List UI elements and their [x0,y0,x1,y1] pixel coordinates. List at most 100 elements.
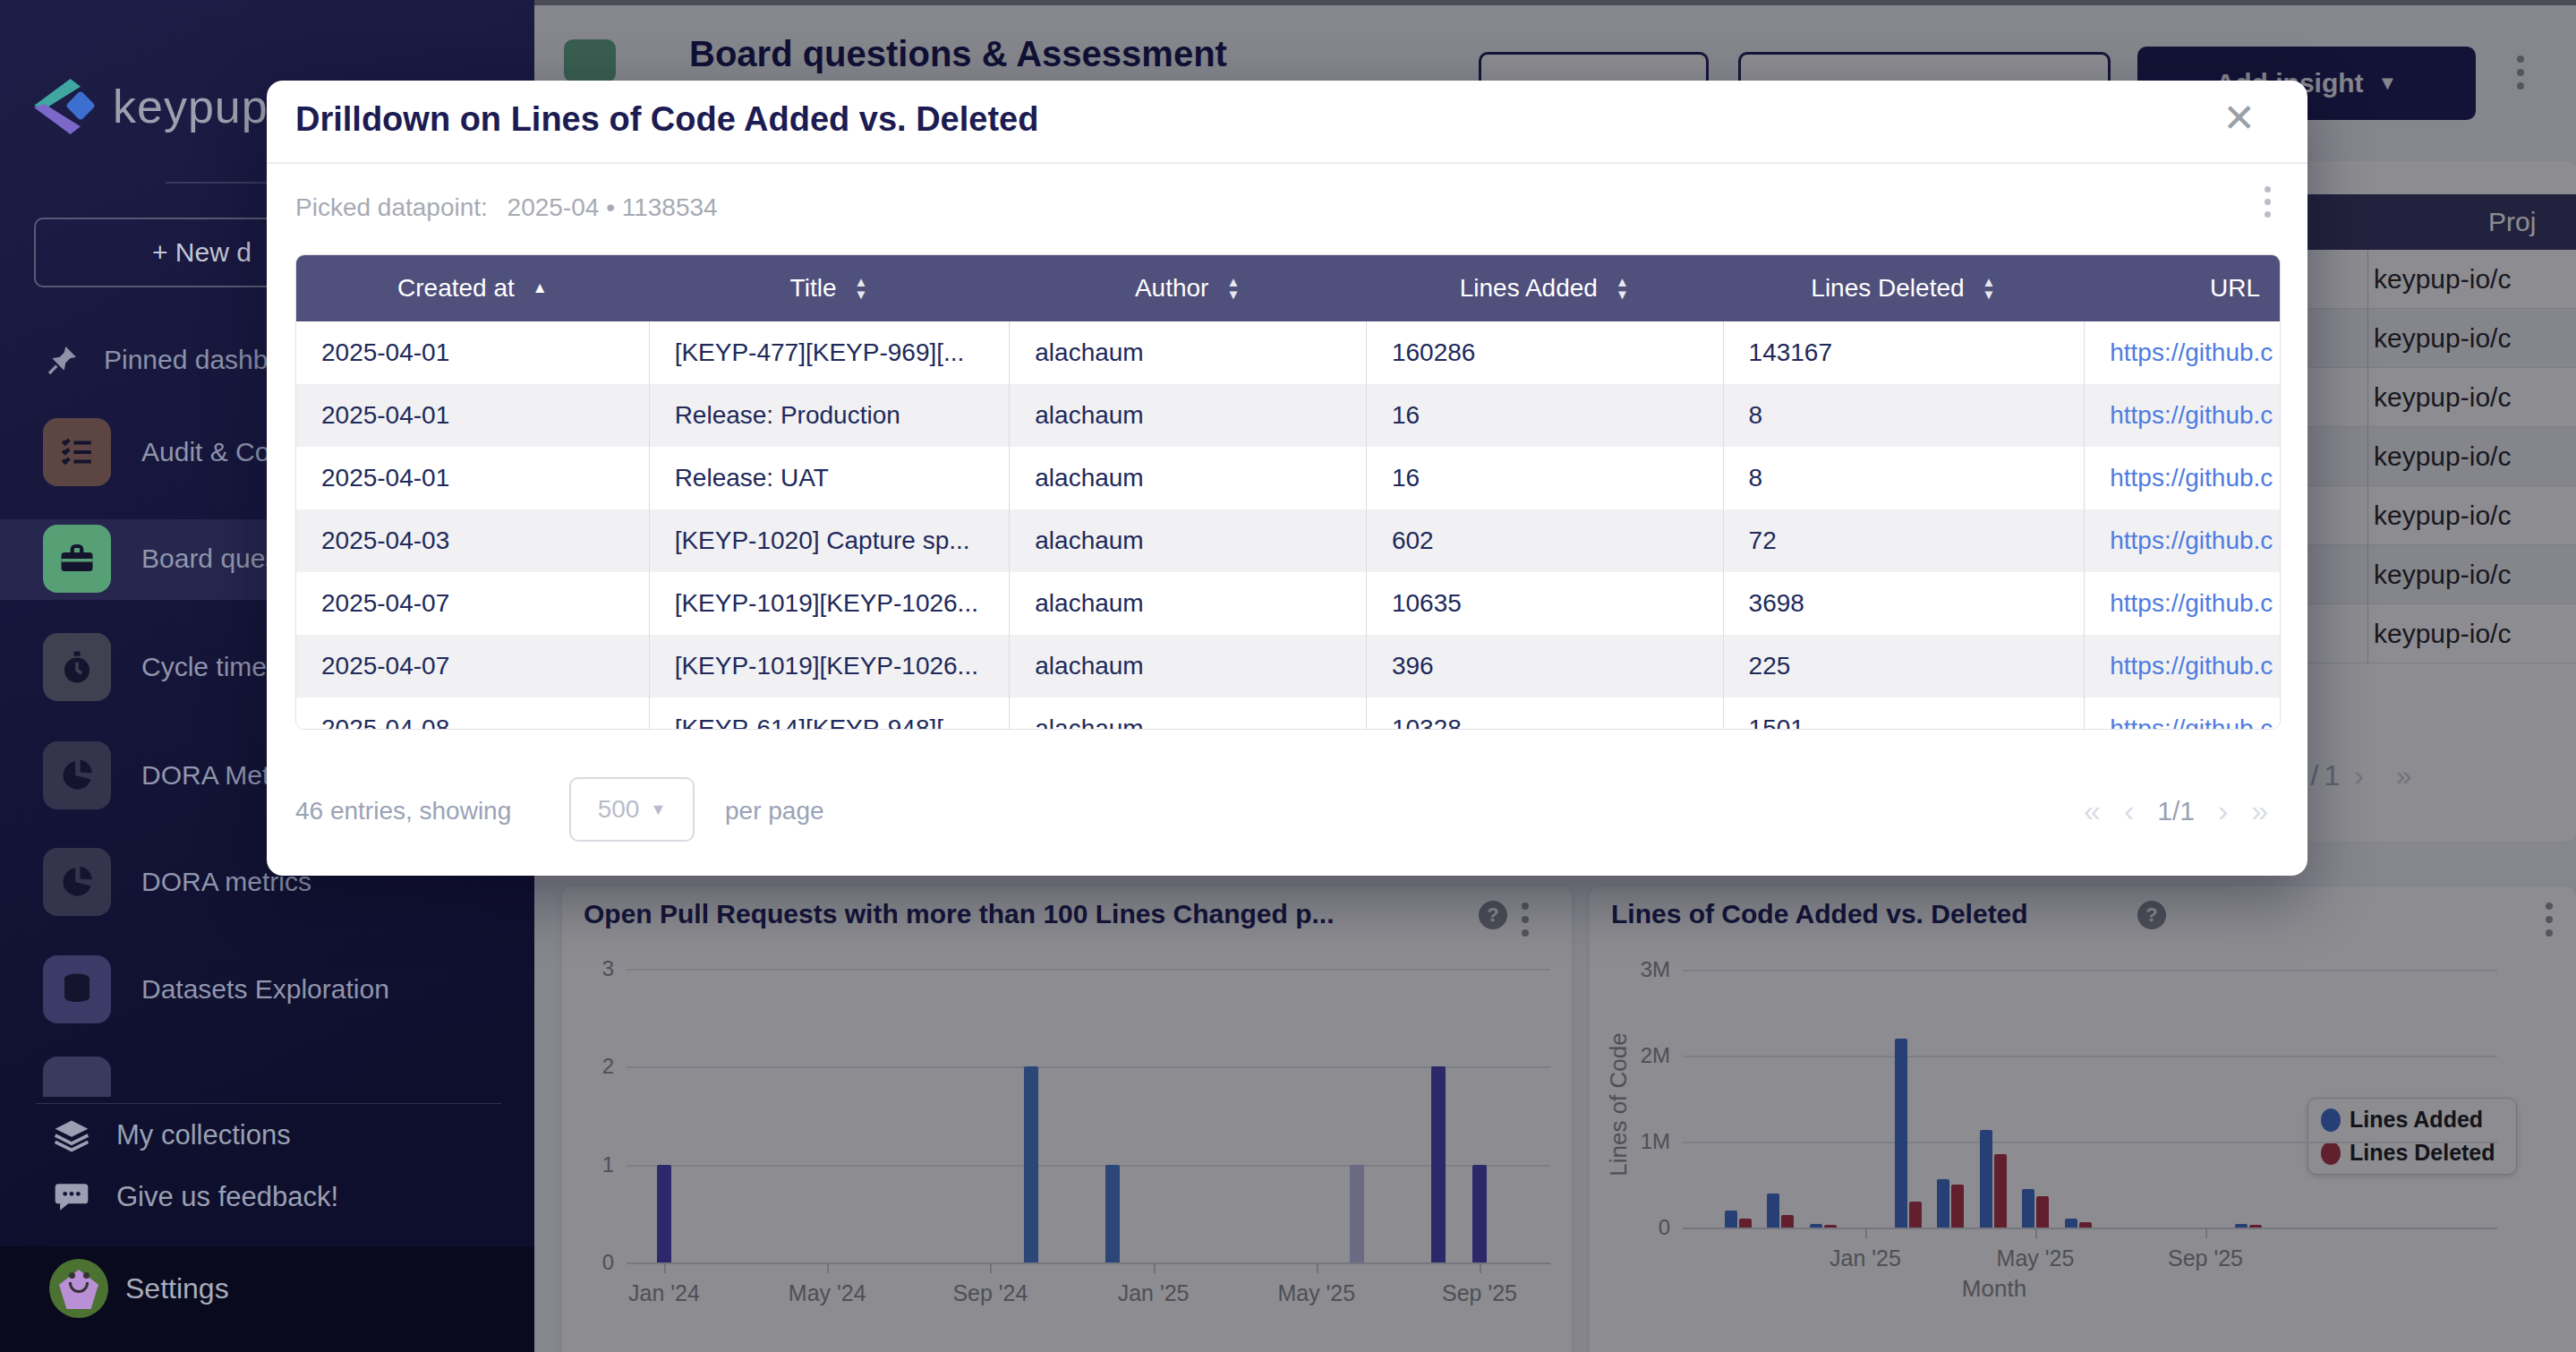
table-row: 2025-04-03[KEYP-1020] Capture sp...alach… [296,509,2280,572]
my-collections-link[interactable]: My collections [52,1116,291,1155]
cell-lines-added: 10635 [1366,572,1723,635]
cell-lines-added: 602 [1366,509,1723,572]
cell-url: https://github.c [2084,384,2280,447]
sort-icon[interactable]: ▲▼ [1983,276,1996,301]
last-page-icon[interactable]: » [2251,793,2268,828]
sidebar-item-board-quest[interactable]: Board quest [43,525,286,593]
keypup-logo-text: keypup [113,80,269,133]
cell-url: https://github.c [2084,447,2280,509]
cell-lines-added: 160286 [1366,321,1723,384]
column-label: Created at [397,274,515,303]
chat-icon [52,1177,91,1217]
sort-icon[interactable]: ▲▼ [1616,276,1629,301]
pr-url-link[interactable]: https://github.c [2110,401,2273,429]
cell-author: alachaum [1009,697,1366,730]
table-row: 2025-04-07[KEYP-1019][KEYP-1026...alacha… [296,572,2280,635]
cell-lines-deleted: 8 [1723,447,2085,509]
column-header-lines-added[interactable]: Lines Added▲▼ [1366,255,1723,321]
column-label: Lines Deleted [1811,274,1964,303]
cell-author: alachaum [1009,447,1366,509]
table-kebab-icon[interactable] [2265,186,2271,218]
page-size-select[interactable]: 500 ▼ [569,777,695,842]
sidebar-item-partial[interactable] [43,1057,311,1097]
pinned-dashboards-section[interactable]: Pinned dashbo [45,342,283,378]
pr-url-link[interactable]: https://github.c [2110,589,2273,617]
column-header-title[interactable]: Title▲▼ [649,255,1010,321]
sidebar-item-audit-com[interactable]: Audit & Com [43,418,292,486]
pin-icon [45,342,81,378]
pie-icon [43,741,111,809]
modal-header: Drilldown on Lines of Code Added vs. Del… [267,81,2307,164]
sort-icon[interactable]: ▲▼ [1226,276,1240,301]
per-page-label: per page [725,797,824,826]
cell-author: alachaum [1009,572,1366,635]
pr-url-link[interactable]: https://github.c [2110,338,2273,366]
cell-author: alachaum [1009,321,1366,384]
cell-title: [KEYP-1019][KEYP-1026... [649,572,1010,635]
close-icon[interactable]: ✕ [2222,97,2256,140]
sort-asc-icon[interactable]: ▲ [533,279,548,297]
settings-link[interactable]: Settings [125,1246,229,1331]
modal-pagination: « ‹ 1/1 › » [2084,793,2268,828]
pie-icon [43,848,111,916]
prev-page-icon[interactable]: ‹ [2124,793,2134,828]
sidebar-item-cycle-time-d[interactable]: Cycle time d [43,633,289,701]
pr-url-link[interactable]: https://github.c [2110,464,2273,492]
sidebar-item-label: Board quest [141,543,286,574]
pr-url-link[interactable]: https://github.c [2110,715,2273,730]
briefcase-icon [43,525,111,593]
cell-created-at: 2025-04-07 [296,572,649,635]
cell-lines-deleted: 1501 [1723,697,2085,730]
column-header-lines-deleted[interactable]: Lines Deleted ▲▼ [1723,255,2085,321]
modal-title: Drilldown on Lines of Code Added vs. Del… [295,100,1038,139]
picked-datapoint-value: 2025-04 • 1138534 [508,193,718,221]
my-collections-label: My collections [116,1119,291,1151]
column-header-created-at[interactable]: Created at ▲ [296,255,649,321]
sidebar-divider [36,1103,501,1104]
cell-title: [KEYP-614][KEYP-948][ [649,697,1010,730]
column-header-author[interactable]: Author ▲▼ [1009,255,1366,321]
layers-icon [52,1116,91,1155]
avatar[interactable] [49,1259,108,1318]
cell-created-at: 2025-04-01 [296,384,649,447]
cell-url: https://github.c [2084,572,2280,635]
cell-title: [KEYP-1019][KEYP-1026... [649,635,1010,697]
column-label: Author [1135,274,1209,303]
table-header-row: Created at▲Title▲▼Author▲▼Lines Added▲▼L… [296,255,2280,321]
table-body: 2025-04-01[KEYP-477][KEYP-969][...alacha… [296,321,2280,730]
cell-title: Release: Production [649,384,1010,447]
cell-created-at: 2025-04-03 [296,509,649,572]
sidebar-bottom-section: Settings [0,1246,534,1352]
cell-lines-deleted: 225 [1723,635,2085,697]
first-page-icon[interactable]: « [2084,793,2101,828]
page-size-value: 500 [598,795,640,824]
pr-url-link[interactable]: https://github.c [2110,652,2273,680]
table-row: 2025-04-01Release: Productionalachaum168… [296,384,2280,447]
cell-author: alachaum [1009,384,1366,447]
cell-url: https://github.c [2084,697,2280,730]
cell-lines-added: 396 [1366,635,1723,697]
column-label: URL [2210,274,2260,303]
cell-url: https://github.c [2084,321,2280,384]
sidebar-item-datasets-exploration[interactable]: Datasets Exploration [43,955,389,1023]
cell-title: [KEYP-1020] Capture sp... [649,509,1010,572]
pr-url-link[interactable]: https://github.c [2110,526,2273,554]
cell-created-at: 2025-04-01 [296,447,649,509]
cell-lines-deleted: 8 [1723,384,2085,447]
cell-created-at: 2025-04-01 [296,321,649,384]
app-root: Board questions & Assessment Add insight… [0,0,2576,1352]
entries-count: 46 entries, showing [295,797,511,826]
sort-icon[interactable]: ▲▼ [854,276,867,301]
cell-lines-added: 16 [1366,384,1723,447]
table-row: 2025-04-01[KEYP-477][KEYP-969][...alacha… [296,321,2280,384]
sidebar-item-dora-metric[interactable]: DORA Metric [43,741,298,809]
keypup-logo[interactable]: keypup [34,79,269,134]
picked-datapoint: Picked datapoint: 2025-04 • 1138534 [295,193,718,222]
cell-created-at: 2025-04-07 [296,635,649,697]
feedback-link[interactable]: Give us feedback! [52,1177,338,1217]
next-page-icon[interactable]: › [2218,793,2228,828]
column-header-url[interactable]: URL [2084,255,2280,321]
table-row: 2025-04-08[KEYP-614][KEYP-948][alachaum1… [296,697,2280,730]
cell-lines-added: 16 [1366,447,1723,509]
cell-url: https://github.c [2084,635,2280,697]
